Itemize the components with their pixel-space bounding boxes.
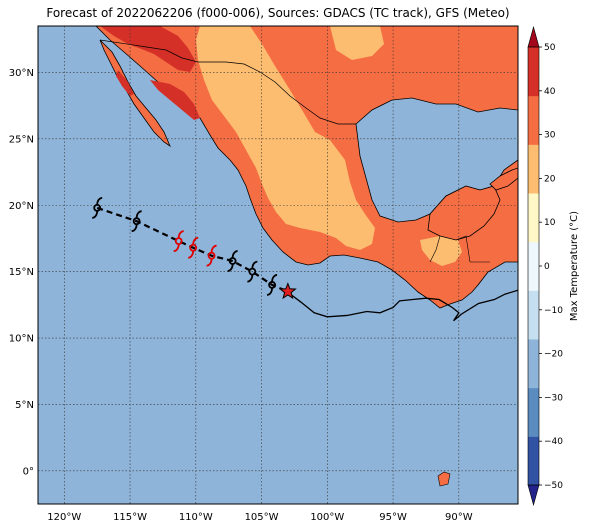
colorbar-band [528,436,539,486]
border-central-america [429,235,490,286]
hurricane-symbol-icon [206,244,217,267]
lat-tick-label: 10°N [9,334,34,345]
colorbar-tick-label: 0 [544,262,550,272]
colorbar-tick-label: 40 [544,87,556,97]
lon-tick-label: 110°W [179,512,213,523]
colorbar-tick-label: −30 [544,393,563,403]
current-position-star-icon [278,282,297,300]
axis-ticks: 120°W 115°W 110°W 105°W 100°W 95°W 90°W 30°N 25°… [9,68,473,523]
colorbar-band [528,290,539,340]
colorbar: 50 40 30 20 10 0 −10 −20 −30 −40 −50 [527,25,563,507]
lon-tick-label: 115°W [113,512,147,523]
land-guatemala-highland [420,236,462,266]
colorbar-band [528,144,539,194]
colorbar-tick-label: 20 [544,174,556,184]
colorbar-label: Max Temperature (°C) [569,211,580,321]
lat-tick-label: 15°N [9,267,34,278]
map-panel[interactable] [38,26,518,504]
land-texas-highland [330,26,384,60]
lat-tick-label: 0° [23,466,34,477]
land-cuba [489,167,518,191]
border-us-mexico [99,39,356,125]
colorbar-tick-label: 30 [544,131,556,141]
lat-tick-label: 5°N [15,400,34,411]
map-title: Forecast of 2022062206 (f000-006), Sourc… [46,6,510,20]
colorbar-tick-label: −40 [544,437,563,447]
colorbar-band [528,241,539,291]
colorbar-band [528,339,539,389]
lon-tick-label: 100°W [310,512,344,523]
land-hot-sonora [100,26,196,72]
hurricane-symbol-icon [227,250,238,272]
land-hot-sinaloa [150,80,200,120]
colorbar-tick-label: 10 [544,218,556,228]
storm-track [92,197,518,322]
hurricane-symbol-icon [173,230,184,253]
colorbar-band [528,387,539,437]
lat-tick-label: 30°N [9,68,34,79]
lat-tick-label: 20°N [9,201,34,212]
hurricane-symbol-icon [266,274,278,296]
colorbar-band [528,193,539,243]
land-highlands [196,26,375,250]
lon-tick-label: 95°W [379,512,407,523]
lon-tick-label: 120°W [47,512,81,523]
coastline-line [284,289,518,322]
gridlines [38,26,518,504]
track-line [96,206,289,293]
colorbar-tick-label: −10 [544,306,563,316]
hurricane-symbol-icon [188,236,199,259]
land-hot-baja [116,70,134,96]
colorbar-tick-label: −20 [544,350,563,360]
colorbar-extend-bottom [527,484,540,507]
lon-tick-label: 105°W [245,512,279,523]
hurricane-symbol-icon [247,260,258,283]
colorbar-extend-top [527,25,540,48]
colorbar-band [528,47,539,97]
colorbar-tick-label: −50 [544,481,563,491]
lat-tick-label: 25°N [9,134,34,145]
land-galapagos [437,471,451,487]
hurricane-symbol-icon [131,210,142,233]
lon-tick-label: 90°W [445,512,473,523]
hurricane-symbol-icon [92,197,103,219]
map-frame [37,25,519,505]
colorbar-band [528,95,539,145]
colorbar-tick-label: 50 [544,43,556,53]
